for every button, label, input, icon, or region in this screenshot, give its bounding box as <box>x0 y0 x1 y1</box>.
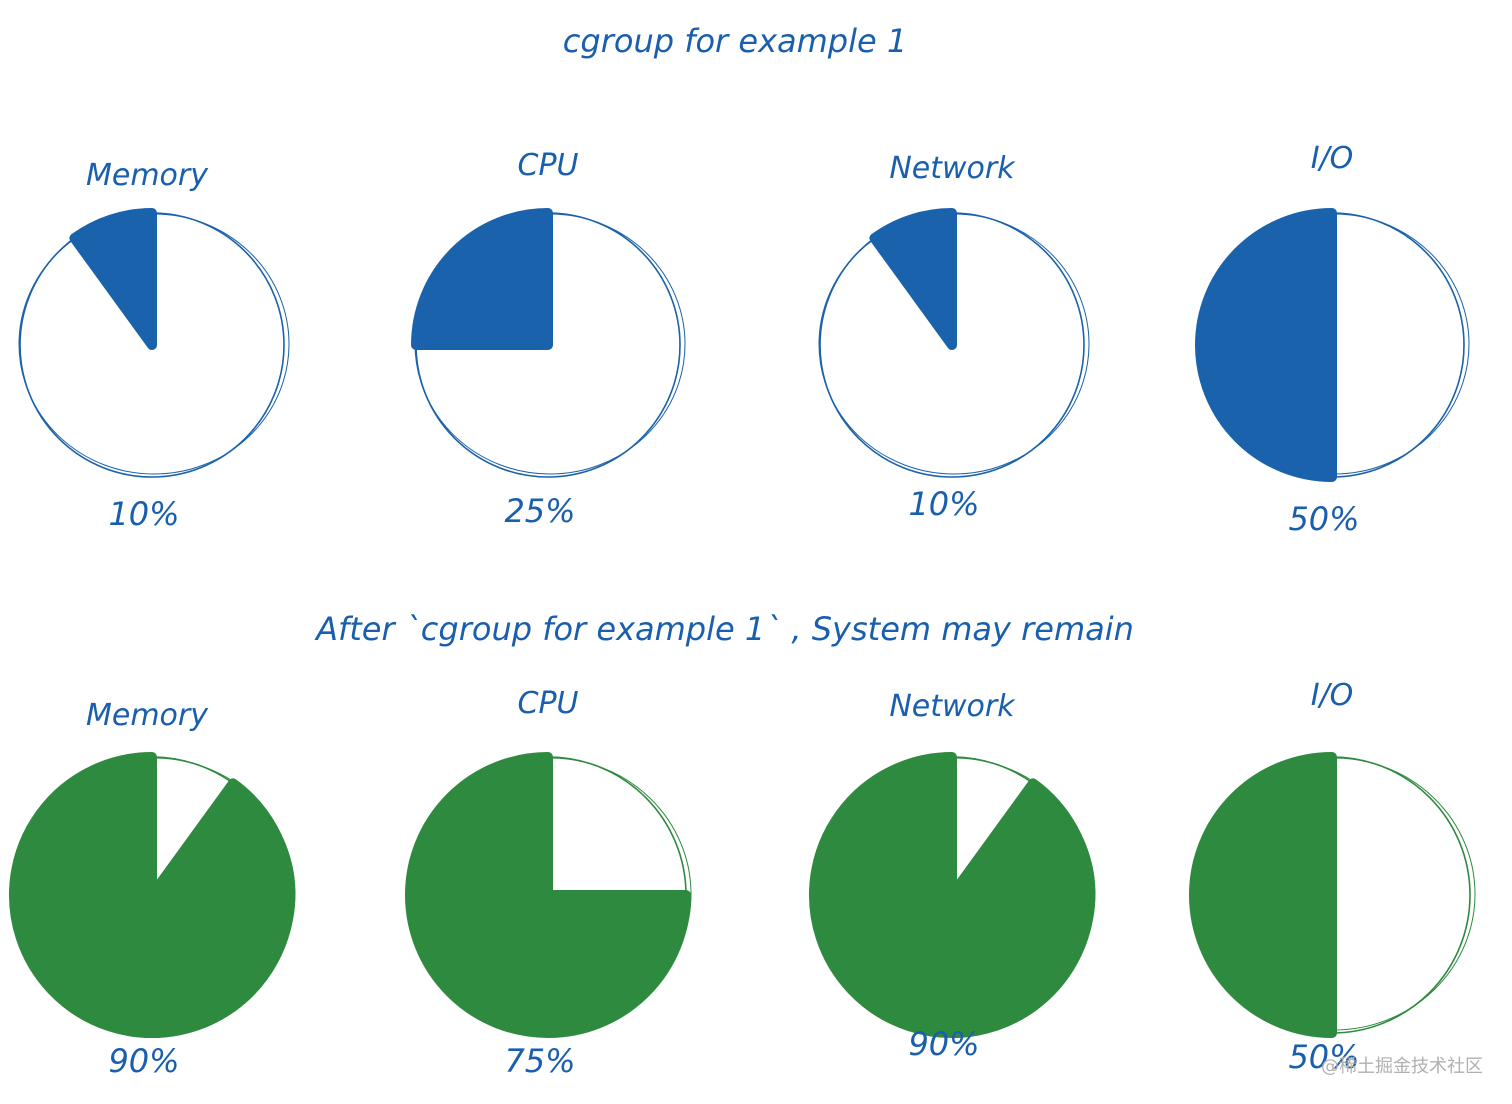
pie-value-label: 10% <box>108 495 179 533</box>
pie-category-label: Network <box>889 151 1016 186</box>
pie-category-label: CPU <box>518 686 579 721</box>
pie-category-label: I/O <box>1311 678 1354 713</box>
watermark: @稀土掘金技术社区 <box>1321 1056 1483 1077</box>
pie-value-label: 90% <box>108 1042 179 1080</box>
chart-title-bottom: After `cgroup for example 1` , System ma… <box>314 610 1134 648</box>
pie-slice-network <box>809 752 1095 1038</box>
pie-slice-cpu <box>411 208 553 350</box>
pie-slice-network <box>869 208 957 350</box>
pie-category-label: Memory <box>86 158 209 193</box>
pie-value-label: 90% <box>908 1025 979 1063</box>
pie-category-label: Memory <box>86 698 209 733</box>
pie-value-label: 75% <box>504 1042 575 1080</box>
pie-value-label: 25% <box>504 492 575 530</box>
pie-slice-memory <box>9 752 295 1038</box>
pie-group: Memory 10% CPU 25% Network 10% I/O 50% Memory 90%… <box>9 141 1476 1080</box>
pie-category-label: Network <box>889 689 1016 724</box>
pie-value-label: 10% <box>908 485 979 523</box>
pie-slice-io <box>1195 208 1337 482</box>
pie-category-label: I/O <box>1311 141 1354 176</box>
pie-category-label: CPU <box>518 148 579 183</box>
pie-value-label: 50% <box>1288 1038 1359 1076</box>
pie-slice-memory <box>69 208 157 350</box>
chart-title-top: cgroup for example 1 <box>563 22 907 60</box>
pie-value-label: 50% <box>1288 500 1359 538</box>
pie-slice-io <box>1189 752 1337 1038</box>
pie-slice-cpu <box>405 752 691 1038</box>
